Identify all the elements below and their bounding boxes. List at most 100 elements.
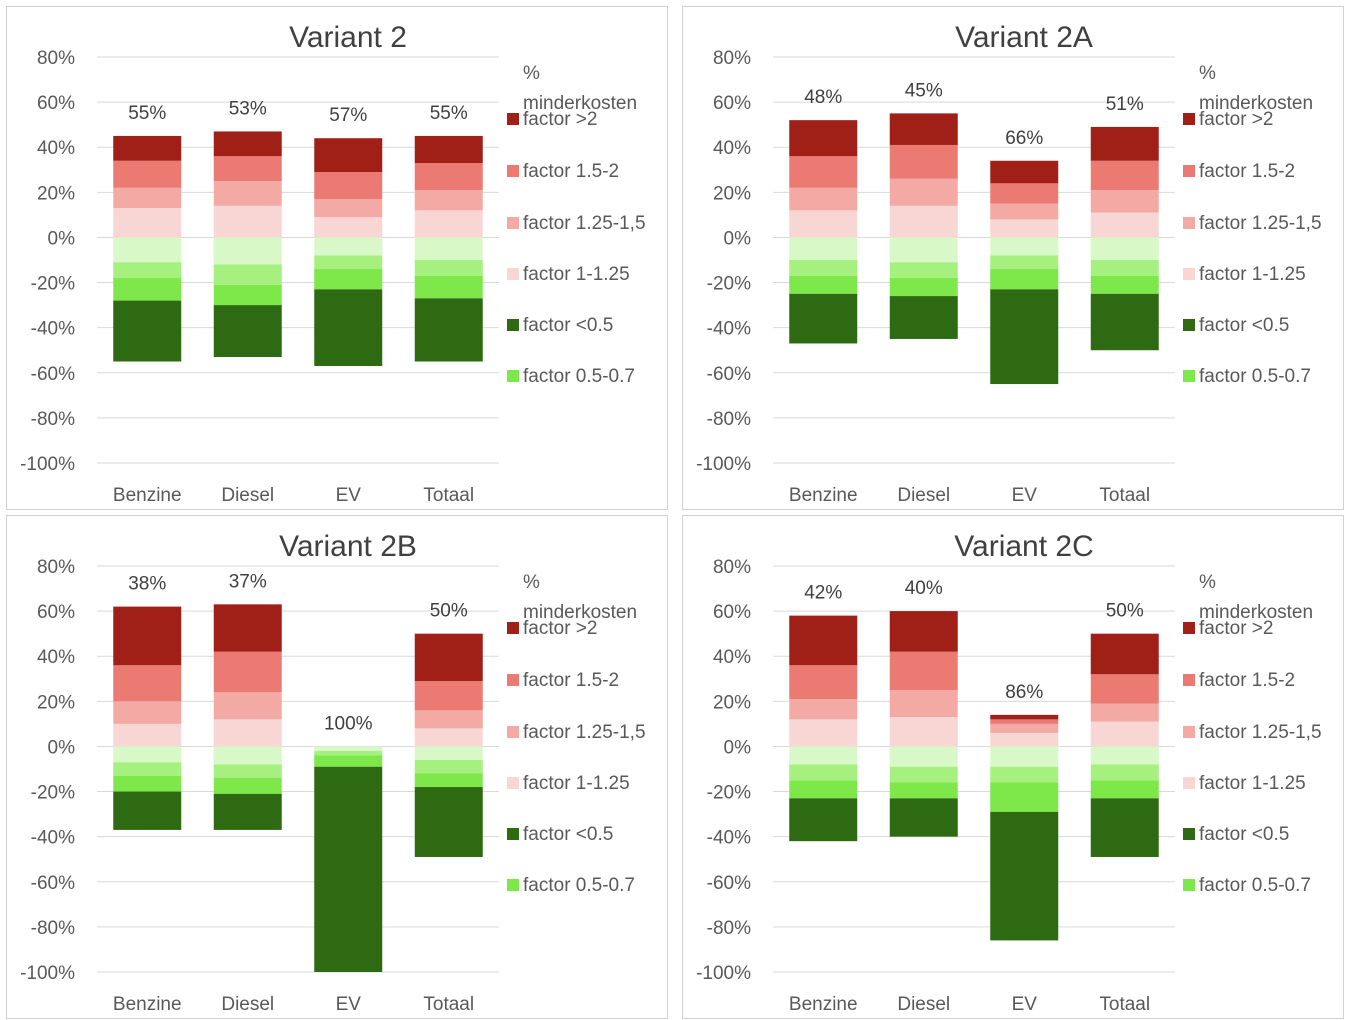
bar-segment	[414, 135, 483, 164]
legend-swatch	[507, 777, 519, 789]
legend-label: factor >2	[1199, 618, 1273, 639]
bar-segment	[213, 237, 282, 265]
y-tick-label: 80%	[713, 557, 751, 578]
bar-segment	[1090, 237, 1159, 260]
data-label: 66%	[1005, 128, 1043, 149]
legend-swatch	[1183, 674, 1195, 686]
bar-segment	[990, 746, 1059, 767]
bar-segment	[889, 205, 958, 238]
legend-label: factor >2	[523, 109, 597, 130]
bar-segment	[314, 750, 383, 756]
bar-segment	[789, 275, 858, 294]
y-tick-label: -20%	[707, 783, 751, 804]
bar-segment	[990, 269, 1059, 290]
bar-segment	[314, 138, 383, 173]
bar-segment	[213, 692, 282, 720]
legend-swatch	[507, 674, 519, 686]
bar-segment	[889, 296, 958, 339]
legend-swatch	[1183, 726, 1195, 738]
legend-swatch	[507, 370, 519, 382]
bar-segment	[113, 160, 182, 188]
bar-segment	[889, 113, 958, 145]
bar-segment	[789, 798, 858, 842]
data-label: 37%	[229, 571, 267, 592]
legend-swatch	[1183, 777, 1195, 789]
bar-segment	[990, 160, 1059, 184]
x-tick-label: EV	[1012, 994, 1038, 1015]
bar-segment	[314, 199, 383, 218]
bar-segment	[789, 120, 858, 157]
bar-segment	[314, 289, 383, 367]
y-tick-label: 80%	[713, 48, 751, 69]
data-label: 51%	[1106, 94, 1144, 115]
bar-segment	[113, 606, 182, 666]
bar-segment	[213, 305, 282, 357]
bar-segment	[789, 764, 858, 781]
data-label: 38%	[128, 574, 166, 595]
bar-segment	[414, 298, 483, 362]
y-tick-label: 60%	[37, 93, 75, 114]
x-tick-label: Diesel	[897, 994, 950, 1015]
bar-segment	[889, 782, 958, 799]
x-tick-label: Totaal	[423, 994, 474, 1015]
bar-segment	[113, 701, 182, 724]
y-tick-label: 40%	[37, 138, 75, 159]
legend-swatch	[507, 217, 519, 229]
legend-label: factor 0.5-0.7	[523, 366, 635, 387]
chart-panel-variant-2c: 80% 60% 40% 20% 0% -20% -40% -60% -80% -100% Varia…	[682, 515, 1344, 1019]
bar-segment	[789, 780, 858, 799]
y-tick-label: -20%	[707, 274, 751, 295]
bar-segment	[889, 262, 958, 279]
legend-swatch	[507, 828, 519, 840]
bar-segment	[113, 723, 182, 747]
bar-segment	[889, 717, 958, 747]
bar-segment	[414, 759, 483, 774]
legend-swatch	[1183, 319, 1195, 331]
bar-segment	[113, 237, 182, 263]
legend-title: %	[523, 572, 540, 593]
bar-segment	[1090, 160, 1159, 191]
x-tick-label: Totaal	[1099, 994, 1150, 1015]
bar-segment	[213, 778, 282, 794]
chart-title: Variant 2	[289, 21, 407, 54]
bar-segment	[314, 746, 383, 751]
data-label: 42%	[804, 583, 842, 604]
bar-segment	[990, 183, 1059, 204]
y-tick-label: 20%	[713, 183, 751, 204]
bar-segment	[889, 690, 958, 718]
y-tick-label: -100%	[20, 963, 75, 984]
bar-segment	[213, 746, 282, 765]
x-tick-label: Diesel	[221, 485, 274, 506]
bar-segment	[990, 782, 1059, 812]
bar-segment	[113, 187, 182, 209]
bar-segment	[990, 719, 1059, 724]
bar-segment	[213, 719, 282, 747]
data-label: 50%	[1106, 601, 1144, 622]
bar-segment	[414, 163, 483, 191]
y-tick-label: -60%	[707, 364, 751, 385]
bar-segment	[889, 746, 958, 767]
legend-label: factor 1.25-1,5	[523, 213, 646, 234]
data-label: 53%	[229, 98, 267, 119]
legend-title: minderkosten	[523, 602, 637, 623]
y-tick-label: 60%	[713, 602, 751, 623]
bar-segment	[213, 181, 282, 206]
bar-segment	[990, 237, 1059, 256]
y-tick-label: -80%	[707, 918, 751, 939]
bar-segment	[314, 269, 383, 290]
legend-swatch	[1183, 113, 1195, 125]
chart-panel-variant-2: 80% 60% 40% 20% 0% -20% -40% -60% -80% -100% Varia…	[6, 6, 668, 510]
bar-segment	[113, 746, 182, 763]
legend-swatch	[1183, 165, 1195, 177]
legend-label: factor 1.25-1,5	[523, 722, 646, 743]
x-tick-label: EV	[336, 994, 362, 1015]
legend-title: minderkosten	[523, 93, 637, 114]
legend-label: factor 1.5-2	[1199, 161, 1295, 182]
data-label: 50%	[430, 601, 468, 622]
bar-segment	[789, 210, 858, 238]
legend-swatch	[507, 113, 519, 125]
bar-segment	[113, 135, 182, 161]
data-label: 40%	[905, 578, 943, 599]
x-tick-label: Benzine	[789, 994, 858, 1015]
bar-segment	[990, 732, 1059, 747]
